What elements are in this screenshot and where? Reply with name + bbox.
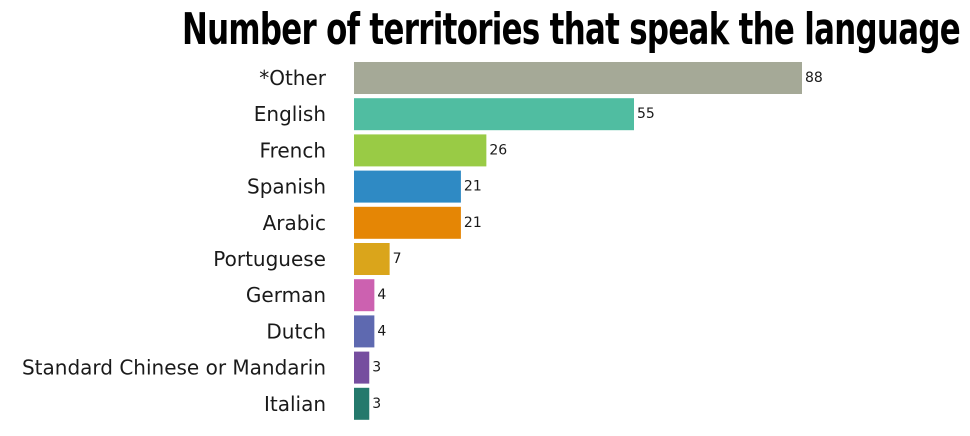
- bars-group: [354, 62, 802, 420]
- category-label: Portuguese: [213, 247, 326, 271]
- category-labels-group: *Other English French Spanish Arabic Portugue…: [22, 66, 327, 416]
- category-label: Arabic: [263, 211, 326, 235]
- bar-dutch: [354, 315, 375, 348]
- chart-title: Number of territories that speak the lan…: [182, 4, 960, 55]
- value-label: 3: [372, 360, 381, 376]
- value-label: 26: [489, 142, 507, 158]
- category-label: English: [254, 102, 326, 126]
- category-label: Italian: [264, 392, 326, 416]
- value-label: 21: [464, 215, 482, 231]
- category-label: Standard Chinese or Mandarin: [22, 356, 326, 380]
- category-label: *Other: [259, 66, 327, 90]
- bar-spanish: [354, 170, 461, 203]
- value-label: 3: [372, 396, 381, 412]
- bar-italian: [354, 387, 370, 420]
- bar-german: [354, 279, 375, 312]
- category-label: French: [260, 138, 326, 162]
- bar-other: [354, 62, 802, 94]
- bar-arabic: [354, 206, 461, 239]
- value-label: 55: [637, 106, 655, 122]
- value-labels-group: 88 55 26 21 21 7 4 4 3 3: [372, 70, 823, 412]
- category-label: Spanish: [247, 175, 326, 199]
- bar-standard-chinese-or-mandarin: [354, 351, 370, 384]
- category-label: Dutch: [266, 319, 326, 343]
- value-label: 21: [464, 179, 482, 195]
- value-label: 7: [393, 251, 402, 267]
- bar-portuguese: [354, 243, 390, 275]
- value-label: 88: [805, 70, 823, 86]
- value-label: 4: [377, 323, 386, 339]
- bar-french: [354, 134, 487, 167]
- category-label: German: [246, 283, 326, 307]
- value-label: 4: [377, 287, 386, 303]
- bar-english: [354, 98, 634, 131]
